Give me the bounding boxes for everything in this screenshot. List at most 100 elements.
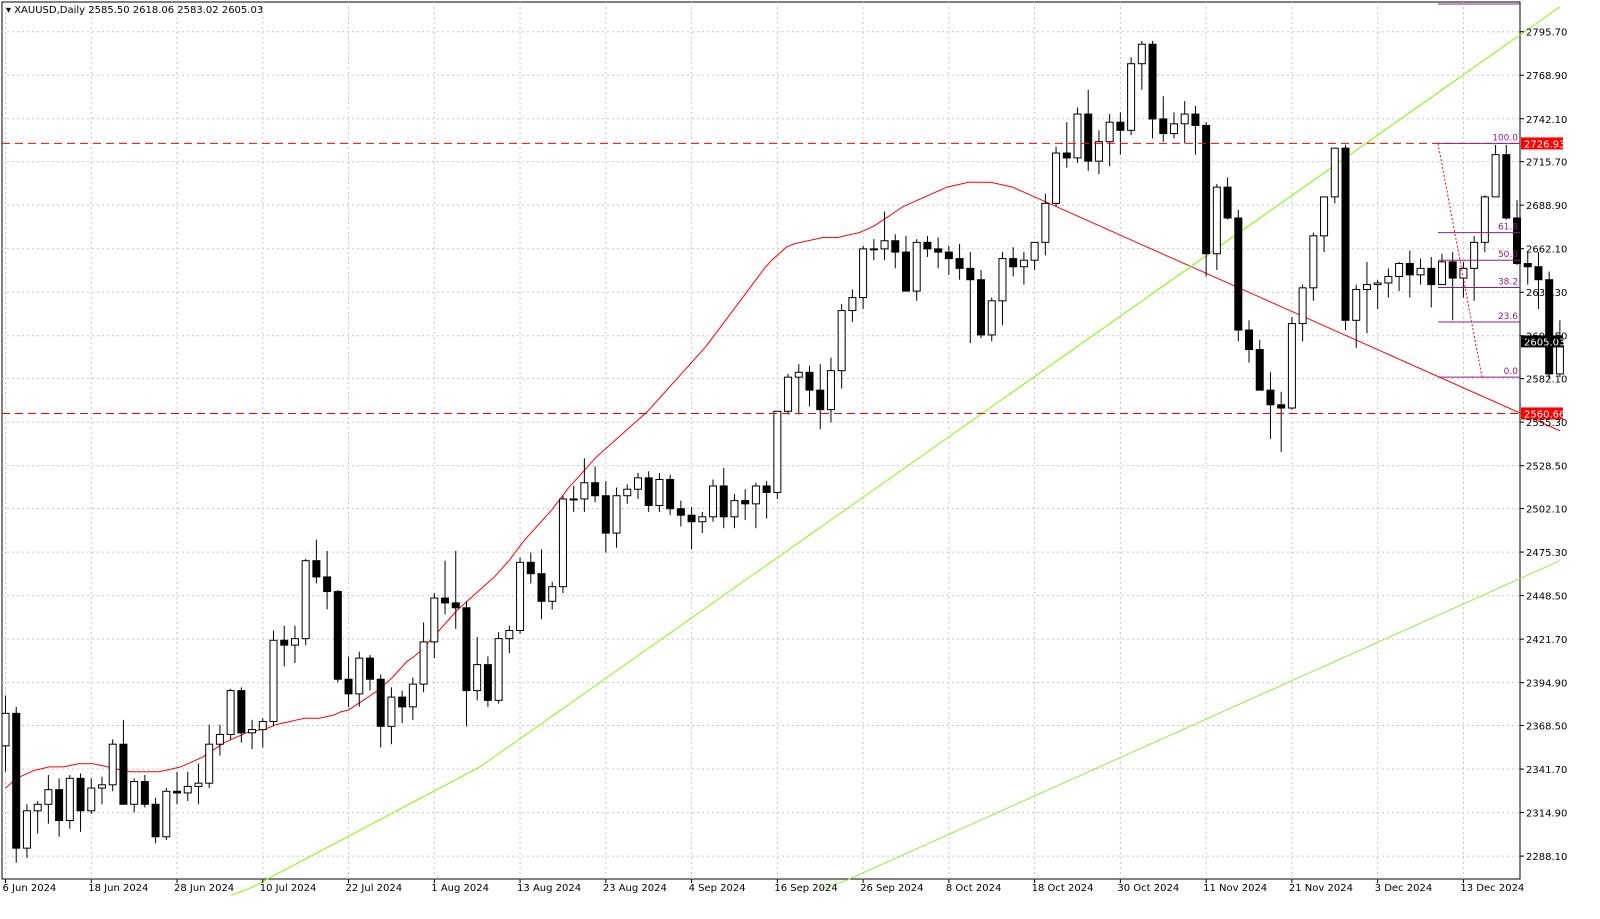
candle-body [419, 641, 428, 685]
x-tick-label: 3 Dec 2024 [1375, 883, 1433, 894]
fib-level-label: 23.6 [1498, 312, 1518, 322]
candle-body [215, 733, 224, 745]
candle-body [1384, 275, 1393, 284]
candle-body [1373, 282, 1382, 286]
candle-body [1320, 196, 1329, 237]
candle-body [226, 690, 235, 735]
candle [323, 550, 332, 610]
candle-body [323, 576, 332, 593]
y-tick-label: 2608.50 [1526, 332, 1567, 343]
candle-body [1137, 43, 1146, 65]
price-tag-label: 2560.66 [1524, 409, 1565, 420]
candle [923, 235, 932, 257]
candle-body [934, 248, 943, 253]
candle [977, 269, 986, 339]
candle [33, 801, 42, 834]
candle-body [1245, 329, 1254, 351]
candle-body [1405, 262, 1414, 276]
candle-body [773, 410, 782, 493]
candle [537, 549, 546, 620]
x-tick-label: 21 Nov 2024 [1289, 883, 1353, 894]
candle [1127, 57, 1136, 136]
candle-body [494, 638, 503, 701]
candle-body [805, 371, 814, 391]
candle-body [333, 591, 342, 680]
candle [237, 687, 246, 743]
candle [387, 687, 396, 745]
candle-body [505, 630, 514, 640]
candle [794, 364, 803, 415]
candle [140, 775, 149, 808]
candle [97, 776, 106, 805]
candle [826, 357, 835, 423]
candle-body [1480, 196, 1489, 243]
x-tick-label: 22 Jul 2024 [346, 883, 403, 894]
candle [837, 304, 846, 389]
candle-body [12, 712, 21, 849]
candle [398, 690, 407, 724]
candle-body [987, 300, 996, 336]
candle [741, 489, 750, 521]
candle [1534, 252, 1543, 309]
candle [1362, 261, 1371, 334]
candle-body [1523, 262, 1532, 268]
candle [1191, 105, 1200, 155]
candle [1052, 146, 1061, 207]
x-tick-label: 28 Jun 2024 [174, 883, 234, 894]
candle [1395, 261, 1404, 292]
candle [859, 245, 868, 309]
candle-body [1352, 288, 1361, 321]
candle [612, 487, 621, 548]
axes: 2795.70 2768.90 2742.10 2715.70 2688.90 2662.… [3, 28, 1568, 894]
candle [258, 718, 267, 748]
candle [1094, 130, 1103, 175]
candle [441, 560, 450, 615]
candle [1373, 279, 1382, 309]
candle [333, 589, 342, 683]
x-tick-label: 13 Dec 2024 [1460, 883, 1524, 894]
candle [1223, 177, 1232, 220]
candle-body [119, 743, 128, 805]
current-price-tag-bg [1521, 335, 1563, 348]
candle [376, 674, 385, 748]
candle-body [730, 500, 739, 518]
candle [173, 771, 182, 805]
candle-body [76, 777, 85, 812]
x-tick-label: 18 Jun 2024 [88, 883, 148, 894]
candle-body [859, 248, 868, 299]
candle-body [923, 241, 932, 250]
candle-body [1169, 123, 1178, 135]
candle [119, 719, 128, 805]
candle-body [676, 508, 685, 516]
candle-body [569, 498, 578, 501]
candle [290, 625, 299, 663]
candle-body [1362, 284, 1371, 290]
candle [162, 788, 171, 841]
candle-body [794, 371, 803, 378]
candle-body [483, 664, 492, 701]
candle-body [1148, 43, 1157, 120]
y-tick-label: 2368.50 [1526, 722, 1567, 733]
candle-body [558, 498, 567, 588]
candle-body [1309, 235, 1318, 289]
candle-body [1223, 186, 1232, 219]
y-tick-label: 2475.30 [1526, 548, 1567, 559]
candle [1245, 320, 1254, 363]
candle [516, 557, 525, 634]
candle [1062, 122, 1071, 168]
candle [65, 775, 74, 829]
candle [344, 656, 353, 707]
candle [365, 654, 374, 691]
candle [408, 677, 417, 720]
candle [1084, 89, 1093, 171]
candle [1105, 114, 1114, 167]
candle [987, 297, 996, 342]
candle-body [1234, 217, 1243, 331]
y-tick-label: 2555.30 [1526, 418, 1567, 429]
candle-body [290, 638, 299, 646]
candle [312, 539, 321, 584]
candle [44, 775, 53, 824]
candle-body [1073, 113, 1082, 159]
candle-body [1030, 241, 1039, 261]
